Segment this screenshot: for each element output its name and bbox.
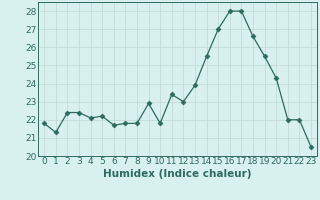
X-axis label: Humidex (Indice chaleur): Humidex (Indice chaleur) — [103, 169, 252, 179]
